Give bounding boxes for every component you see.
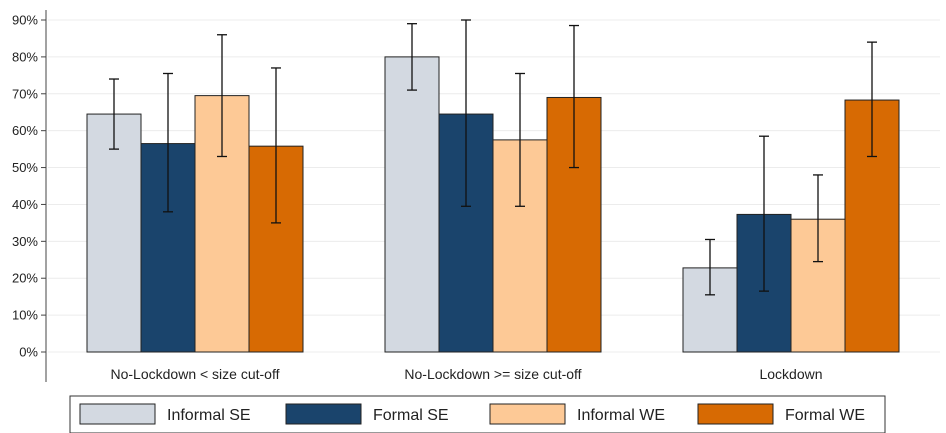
- error-bar: [705, 238, 715, 296]
- y-tick-label: 20%: [12, 271, 38, 286]
- bar-informal-se: [384, 56, 440, 353]
- error-bar: [867, 41, 877, 158]
- error-bars: [109, 19, 877, 296]
- y-tick-label: 10%: [12, 308, 38, 323]
- error-bar: [515, 72, 525, 207]
- category-label: No-Lockdown >= size cut-off: [404, 366, 581, 382]
- category-labels: No-Lockdown < size cut-off No-Lockdown >=…: [111, 366, 823, 382]
- y-tick-label: 70%: [12, 86, 38, 101]
- legend-swatch: [697, 403, 774, 425]
- y-tick-label: 50%: [12, 160, 38, 175]
- y-tick-label: 80%: [12, 49, 38, 64]
- error-bar: [407, 23, 417, 91]
- y-tick-label: 0%: [19, 345, 38, 360]
- error-bar: [461, 19, 471, 207]
- error-bar: [813, 174, 823, 263]
- legend-label: Informal SE: [167, 407, 251, 424]
- legend-label: Formal SE: [373, 407, 449, 424]
- error-bar: [217, 34, 227, 158]
- category-label: Lockdown: [759, 366, 822, 382]
- error-bar: [569, 24, 579, 169]
- y-tick-label: 40%: [12, 197, 38, 212]
- error-bar: [163, 72, 173, 213]
- bar-informal-we: [194, 95, 250, 353]
- legend-swatch: [285, 403, 362, 425]
- error-bar: [759, 135, 769, 292]
- category-label: No-Lockdown < size cut-off: [111, 366, 280, 382]
- legend-label: Formal WE: [785, 407, 865, 424]
- error-bar: [271, 67, 281, 224]
- legend-label: Informal WE: [577, 407, 665, 424]
- y-tick-label: 60%: [12, 123, 38, 138]
- legend: Informal SE Formal SE Informal WE Formal WE: [69, 395, 886, 433]
- legend-swatch: [489, 403, 566, 425]
- y-tick-label: 30%: [12, 234, 38, 249]
- y-tick-label: 90%: [12, 13, 38, 28]
- bars: [86, 56, 900, 353]
- legend-swatch: [79, 403, 156, 425]
- error-bar: [109, 78, 119, 150]
- y-axis: 0% 10% 20% 30% 40% 50% 60% 70% 80% 90%: [12, 10, 47, 382]
